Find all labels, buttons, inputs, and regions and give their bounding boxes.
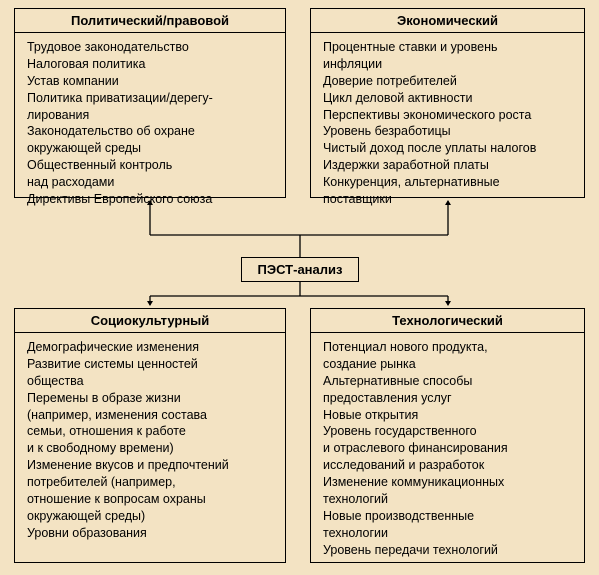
box-title-technological: Технологический [311,309,584,333]
box-body-political: Трудовое законодательствоНалоговая полит… [15,33,285,216]
list-item: Трудовое законодательство [27,39,275,56]
box-technological: Технологический Потенциал нового продукт… [310,308,585,563]
list-item: Цикл деловой активности [323,90,574,107]
box-title-sociocultural: Социокультурный [15,309,285,333]
list-item: Уровень государственного и отраслевого ф… [323,423,574,474]
list-item: Издержки заработной платы [323,157,574,174]
list-item: Конкуренция, альтернативные поставщики [323,174,574,208]
diagram-canvas: Политический/правовой Трудовое законодат… [0,0,599,575]
list-item: Изменение вкусов и предпочтений потребит… [27,457,275,525]
list-item: Развитие системы ценностей общества [27,356,275,390]
list-item: Уровень передачи технологий [323,542,574,559]
box-sociocultural: Социокультурный Демографические изменени… [14,308,286,563]
list-item: Законодательство об охране окружающей ср… [27,123,275,157]
list-item: Процентные ставки и уровень инфляции [323,39,574,73]
center-label-text: ПЭСТ-анализ [258,262,343,277]
box-title-economic: Экономический [311,9,584,33]
list-item: Политика приватизации/дерегу- лирования [27,90,275,124]
list-item: Директивы Европейского союза [27,191,275,208]
list-item: Демографические изменения [27,339,275,356]
list-item: Потенциал нового продукта, создание рынк… [323,339,574,373]
list-item: Уровень безработицы [323,123,574,140]
list-item: Перемены в образе жизни (например, измен… [27,390,275,458]
list-item: Альтернативные способы предоставления ус… [323,373,574,407]
list-item: Доверие потребителей [323,73,574,90]
box-title-political: Политический/правовой [15,9,285,33]
list-item: Устав компании [27,73,275,90]
box-economic: Экономический Процентные ставки и уровен… [310,8,585,198]
box-body-technological: Потенциал нового продукта, создание рынк… [311,333,584,566]
box-body-economic: Процентные ставки и уровень инфляцииДове… [311,33,584,216]
list-item: Налоговая политика [27,56,275,73]
list-item: Перспективы экономического роста [323,107,574,124]
box-body-sociocultural: Демографические измененияРазвитие систем… [15,333,285,550]
list-item: Новые производственные технологии [323,508,574,542]
list-item: Изменение коммуникационных технологий [323,474,574,508]
list-item: Новые открытия [323,407,574,424]
center-pest-label: ПЭСТ-анализ [241,257,359,282]
list-item: Уровни образования [27,525,275,542]
list-item: Чистый доход после уплаты налогов [323,140,574,157]
list-item: Общественный контроль над расходами [27,157,275,191]
box-political-legal: Политический/правовой Трудовое законодат… [14,8,286,198]
